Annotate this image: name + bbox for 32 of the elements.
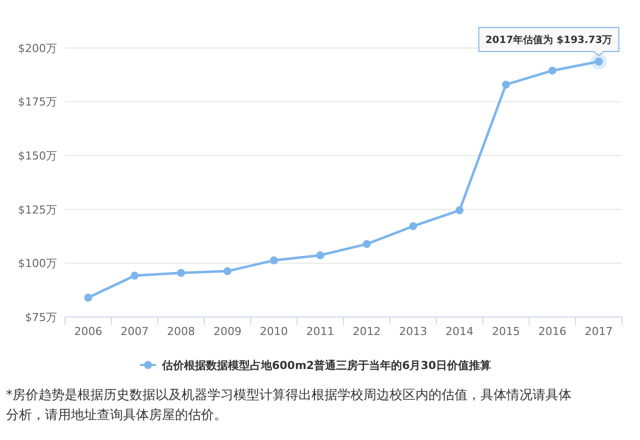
- x-tick-label: 2014: [446, 325, 474, 338]
- point: [409, 222, 418, 230]
- point: [456, 206, 464, 214]
- y-tick-label: $125万: [18, 203, 57, 216]
- x-tick-label: 2009: [213, 325, 242, 338]
- x-tick-label: 2017: [584, 325, 613, 338]
- y-tick-label: $75万: [25, 310, 57, 324]
- x-tick-label: 2016: [538, 325, 566, 338]
- annotation: 2017年估值为 $193.73万: [485, 34, 612, 46]
- point: [548, 66, 556, 75]
- x-tick-label: 2015: [492, 325, 520, 338]
- x-tick-label: 2008: [167, 325, 196, 338]
- x-tick-label: 2012: [352, 325, 381, 338]
- point: [362, 240, 371, 248]
- text: *房价趋势是根据历史数据以及机器学习模型计算得出根据学校周边校区内的估值，具体情况请具体分析，请用地址查询具体房屋的估价。: [6, 387, 572, 423]
- point: [316, 251, 324, 260]
- point: [130, 272, 139, 280]
- x-tick-label: 2010: [260, 325, 288, 338]
- point: [502, 80, 510, 89]
- point: [177, 268, 186, 277]
- y-tick-label: $150万: [18, 149, 57, 162]
- x-tick-label: 2013: [399, 325, 428, 338]
- y-tick-label: $100万: [18, 257, 57, 270]
- x-tick-label: 2007: [120, 325, 149, 338]
- y-tick-label: $200万: [18, 42, 57, 55]
- point: [270, 256, 278, 264]
- point: [84, 294, 92, 302]
- x-tick-label: 2011: [306, 325, 334, 338]
- x-tick-label: 2006: [74, 325, 102, 338]
- y-tick-label: $175万: [18, 96, 57, 109]
- legend-label: 估价根据数据模型占地600m2普通三房于当年的6月30日价值推算: [161, 358, 492, 372]
- point: [223, 267, 232, 276]
